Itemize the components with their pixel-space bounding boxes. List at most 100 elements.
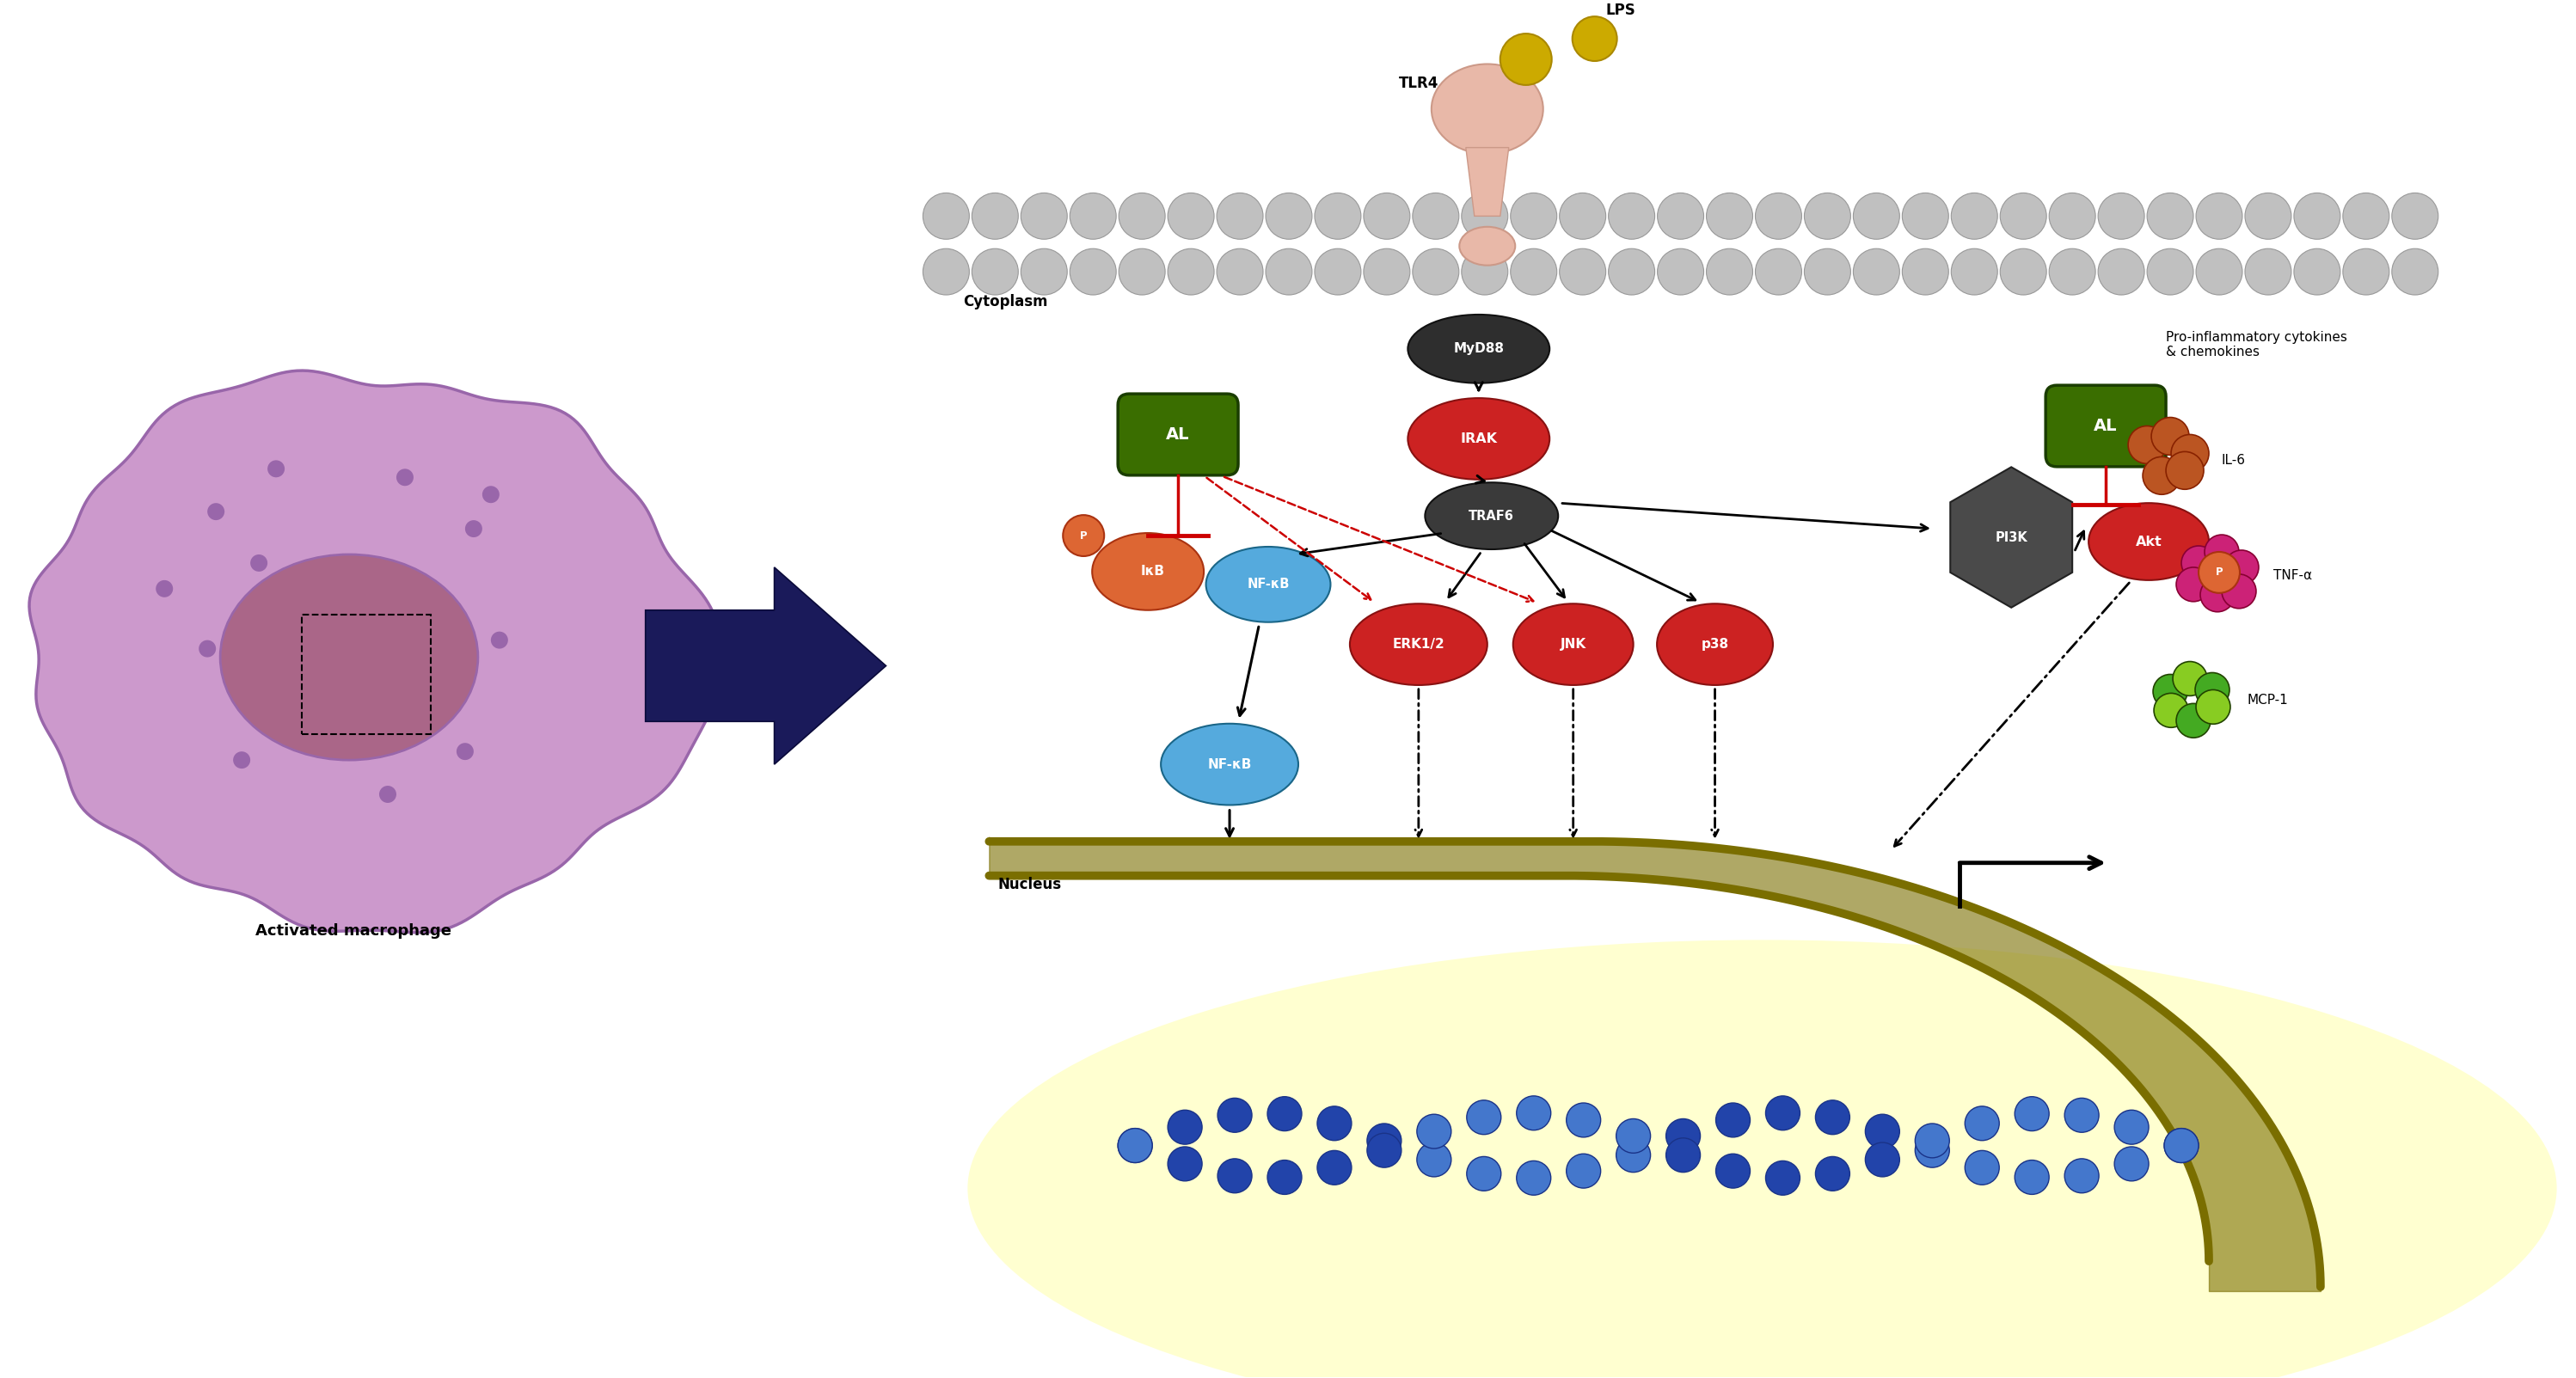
Circle shape (2195, 690, 2231, 723)
Circle shape (922, 248, 969, 295)
Polygon shape (28, 371, 721, 933)
Circle shape (2146, 193, 2192, 240)
Circle shape (1314, 193, 1360, 240)
Text: IRAK: IRAK (1461, 433, 1497, 445)
Circle shape (2182, 546, 2215, 580)
Circle shape (2197, 551, 2239, 593)
Ellipse shape (1350, 604, 1486, 685)
Circle shape (2195, 672, 2228, 707)
Ellipse shape (1206, 547, 1332, 621)
Circle shape (1020, 248, 1066, 295)
Circle shape (1461, 193, 1507, 240)
Ellipse shape (1425, 482, 1558, 550)
Circle shape (2172, 661, 2208, 696)
Circle shape (1218, 1159, 1252, 1193)
FancyBboxPatch shape (1118, 394, 1239, 475)
Circle shape (1999, 248, 2045, 295)
Circle shape (2146, 248, 2192, 295)
Ellipse shape (1512, 604, 1633, 685)
Text: MCP-1: MCP-1 (2246, 693, 2287, 707)
Circle shape (1167, 1146, 1203, 1181)
Circle shape (466, 520, 482, 537)
Circle shape (1965, 1151, 1999, 1185)
Circle shape (1705, 248, 1752, 295)
Circle shape (1267, 1097, 1301, 1131)
Circle shape (1950, 248, 1996, 295)
Circle shape (397, 469, 415, 486)
Circle shape (1517, 1160, 1551, 1195)
Circle shape (250, 554, 268, 572)
Circle shape (1558, 193, 1605, 240)
Circle shape (1865, 1142, 1899, 1177)
Circle shape (1461, 248, 1507, 295)
Circle shape (155, 580, 173, 597)
Circle shape (1412, 248, 1458, 295)
Circle shape (1069, 248, 1115, 295)
Circle shape (268, 460, 286, 477)
Circle shape (2097, 248, 2143, 295)
Text: Cytoplasm: Cytoplasm (963, 294, 1048, 310)
Circle shape (2164, 1129, 2197, 1163)
Circle shape (1765, 1160, 1801, 1195)
Circle shape (1816, 1100, 1850, 1134)
Text: AL: AL (1167, 426, 1190, 442)
Circle shape (482, 486, 500, 503)
Circle shape (1803, 193, 1850, 240)
Text: PI3K: PI3K (1994, 531, 2027, 544)
Text: Akt: Akt (2136, 535, 2161, 548)
Circle shape (1466, 1100, 1502, 1134)
Circle shape (1914, 1133, 1950, 1167)
Circle shape (2164, 1129, 2197, 1163)
Circle shape (1765, 1096, 1801, 1130)
Polygon shape (1466, 147, 1510, 216)
Circle shape (492, 631, 507, 649)
Circle shape (1803, 248, 1850, 295)
Circle shape (2143, 456, 2179, 495)
Circle shape (2221, 575, 2257, 609)
Circle shape (2195, 193, 2241, 240)
Circle shape (2195, 248, 2241, 295)
Circle shape (1118, 248, 1164, 295)
Circle shape (1167, 193, 1213, 240)
Text: AL: AL (2094, 418, 2117, 434)
Circle shape (2154, 693, 2187, 728)
Circle shape (1901, 248, 1947, 295)
Circle shape (1216, 248, 1262, 295)
Circle shape (1417, 1115, 1450, 1148)
Text: P: P (1079, 531, 1087, 542)
Circle shape (198, 641, 216, 657)
Circle shape (1615, 1119, 1651, 1153)
Circle shape (2014, 1160, 2048, 1195)
Circle shape (1716, 1102, 1749, 1137)
Text: LPS: LPS (1605, 3, 1636, 18)
Circle shape (1999, 193, 2045, 240)
Ellipse shape (1162, 723, 1298, 805)
Circle shape (2014, 1097, 2048, 1131)
Circle shape (2177, 568, 2210, 602)
Text: JNK: JNK (1561, 638, 1587, 650)
Circle shape (1216, 193, 1262, 240)
Circle shape (971, 248, 1018, 295)
Circle shape (1667, 1119, 1700, 1153)
Text: P: P (2215, 566, 2223, 577)
Circle shape (2154, 674, 2187, 708)
Circle shape (1069, 193, 1115, 240)
Circle shape (379, 785, 397, 803)
Ellipse shape (1409, 314, 1551, 383)
Circle shape (1656, 193, 1703, 240)
Text: Nucleus: Nucleus (997, 876, 1061, 892)
Circle shape (2063, 1098, 2099, 1133)
Circle shape (1412, 193, 1458, 240)
Ellipse shape (1409, 398, 1551, 480)
Circle shape (1466, 1156, 1502, 1191)
Circle shape (2128, 426, 2166, 463)
Circle shape (1667, 1138, 1700, 1173)
Circle shape (2151, 418, 2190, 455)
Text: MyD88: MyD88 (1453, 342, 1504, 356)
Circle shape (2097, 193, 2143, 240)
Circle shape (1265, 193, 1311, 240)
Circle shape (1865, 1115, 1899, 1148)
Circle shape (206, 503, 224, 520)
Circle shape (1607, 193, 1654, 240)
Circle shape (1499, 33, 1551, 85)
